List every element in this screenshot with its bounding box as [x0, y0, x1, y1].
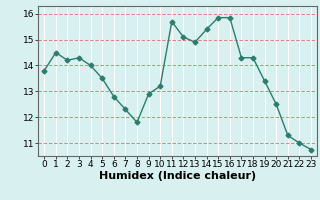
X-axis label: Humidex (Indice chaleur): Humidex (Indice chaleur)	[99, 171, 256, 181]
